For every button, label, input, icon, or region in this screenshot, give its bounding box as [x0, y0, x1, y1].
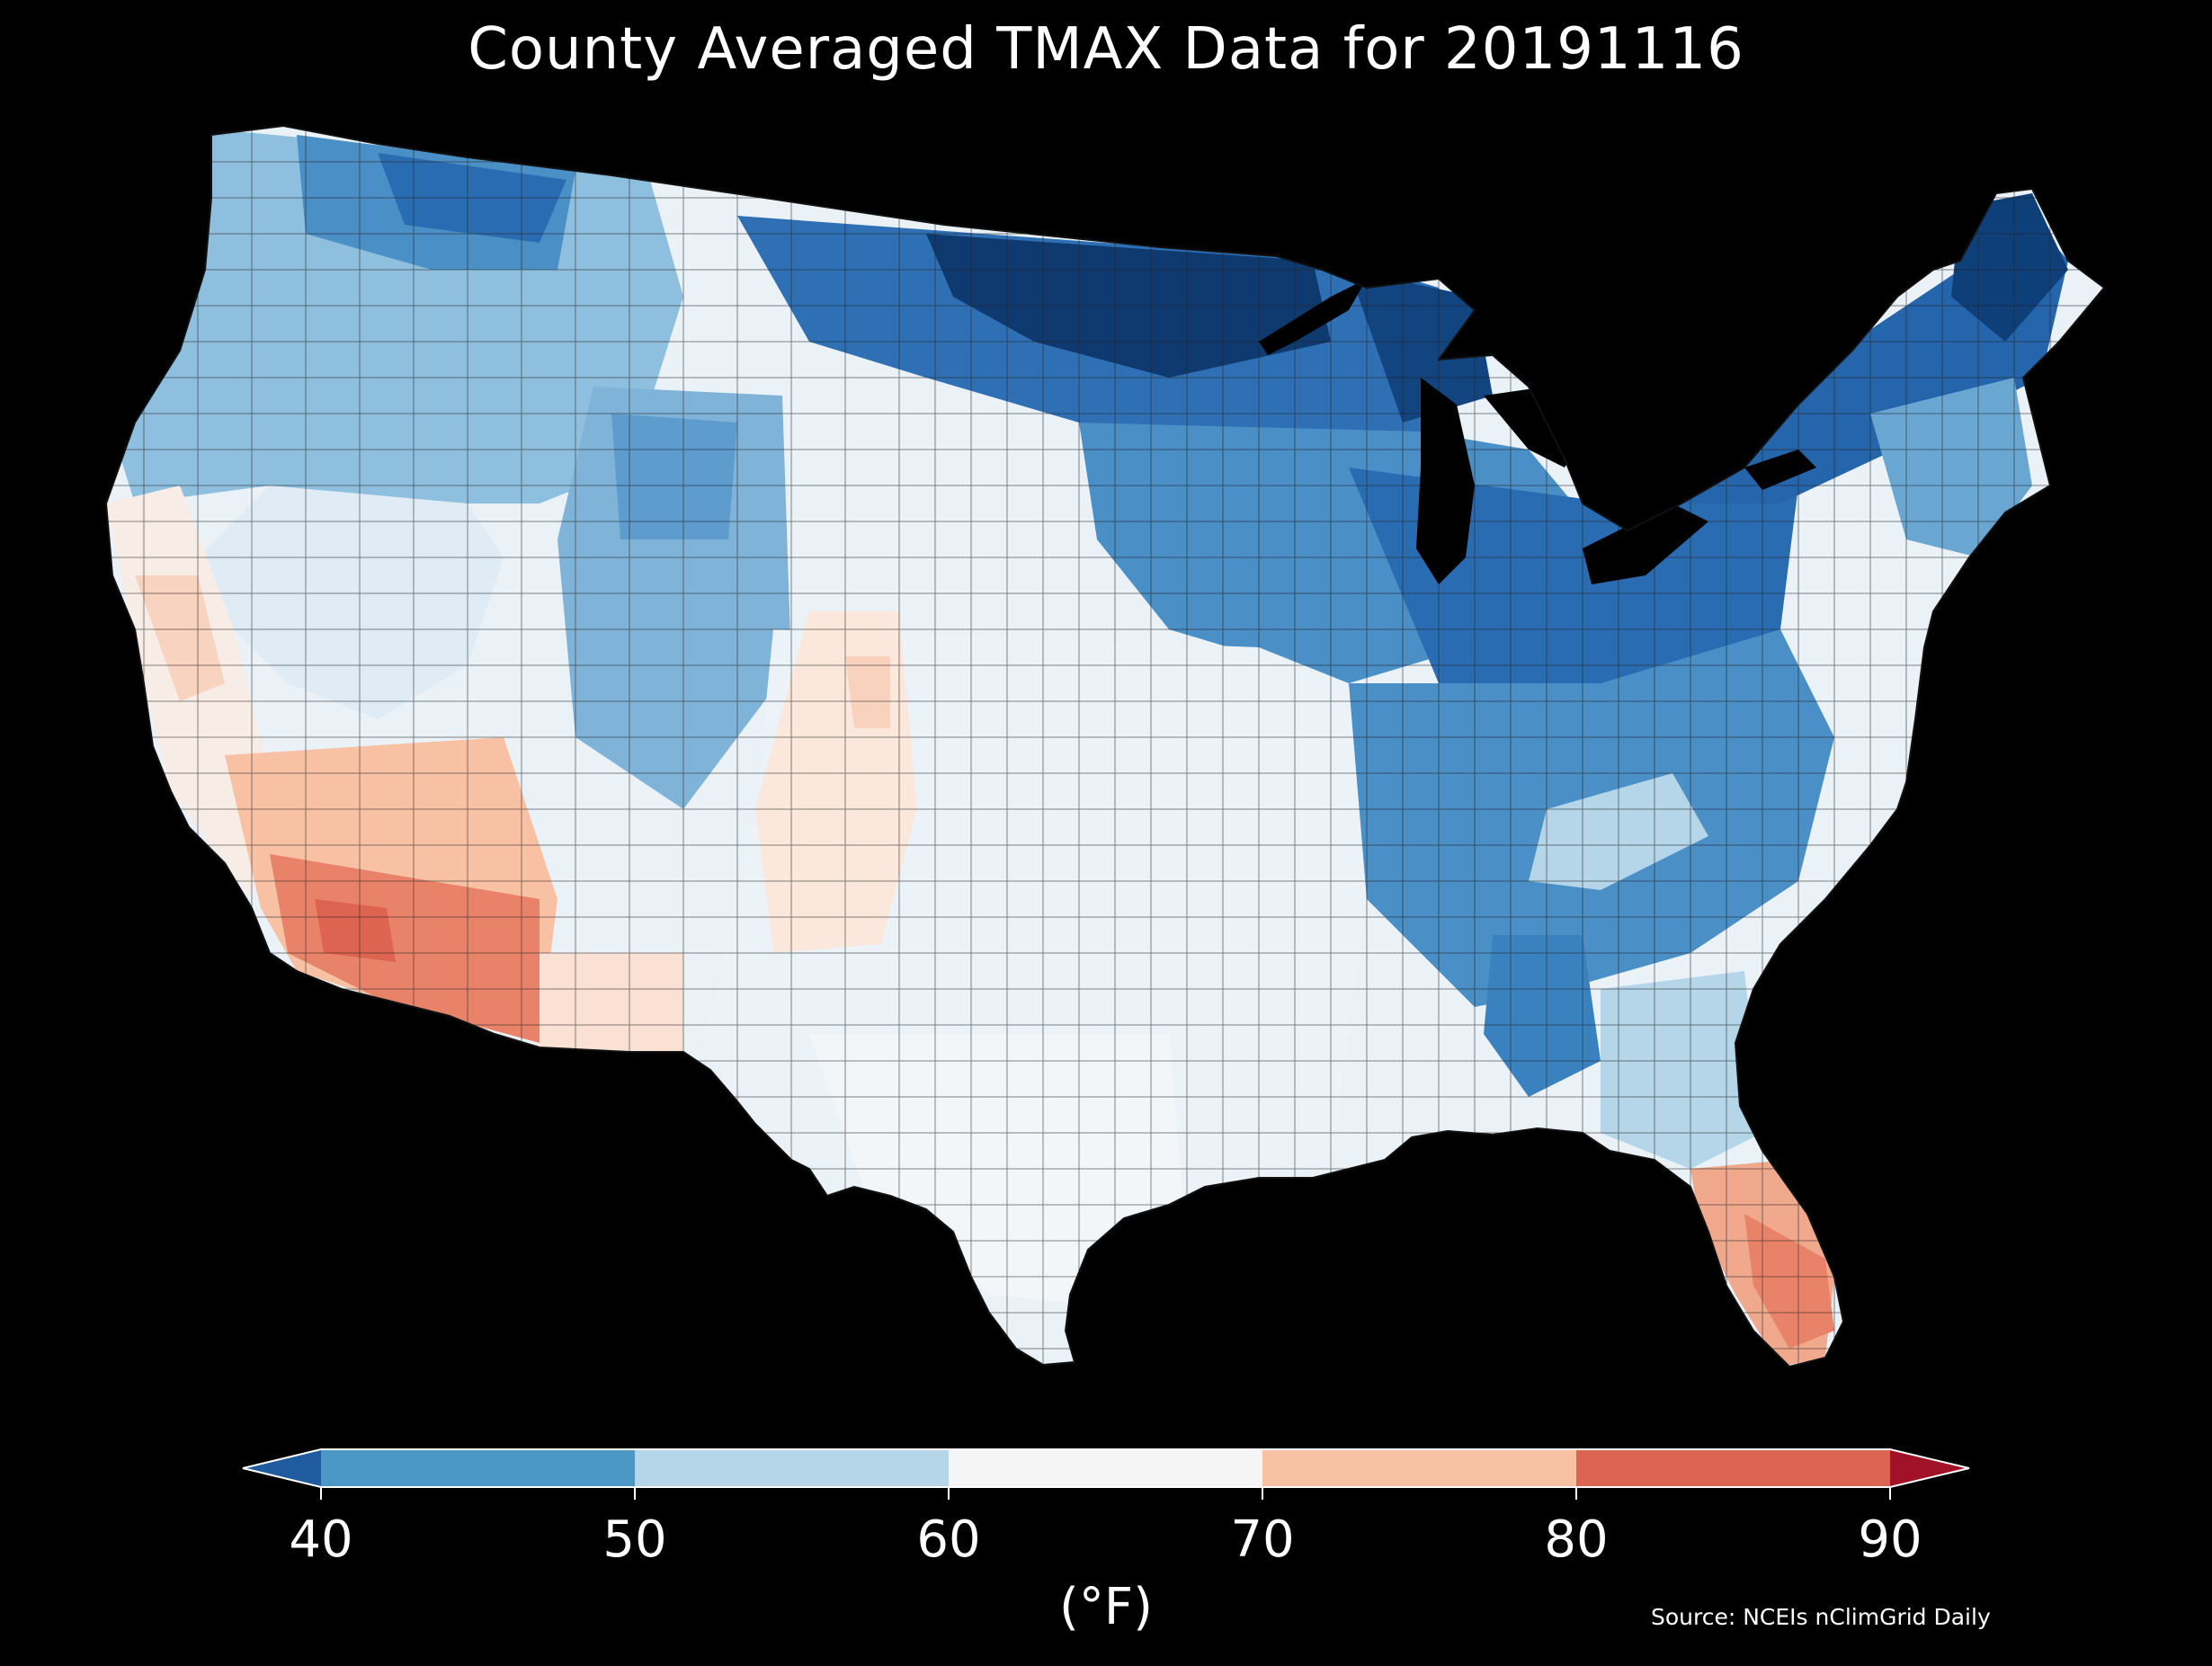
colorbar-under-arrow — [243, 1449, 321, 1487]
colorbar-bin-70-80 — [1262, 1449, 1576, 1487]
colorbar-bin-80-90 — [1576, 1449, 1890, 1487]
colorbar-tick-label: 60 — [916, 1510, 981, 1569]
colorbar-bin-60-70 — [949, 1449, 1262, 1487]
great-lakes — [1259, 279, 1816, 584]
colorbar-tick-label: 80 — [1544, 1510, 1609, 1569]
colorbar — [242, 1448, 1970, 1500]
colorbar-bin-50-60 — [635, 1449, 949, 1487]
source-note: Source: NCEIs nClimGrid Daily — [1651, 1604, 1991, 1630]
colorbar-tick-label: 70 — [1230, 1510, 1295, 1569]
colorbar-bin-40-50 — [321, 1449, 635, 1487]
colorbar-over-arrow — [1890, 1449, 1969, 1487]
colorbar-tick-label: 90 — [1858, 1510, 1922, 1569]
colorbar-tick-label: 50 — [602, 1510, 667, 1569]
colorbar-tick-label: 40 — [289, 1510, 353, 1569]
colorbar-unit-label: (°F) — [1059, 1578, 1153, 1636]
map-title: County Averaged TMAX Data for 20191116 — [468, 16, 1744, 83]
